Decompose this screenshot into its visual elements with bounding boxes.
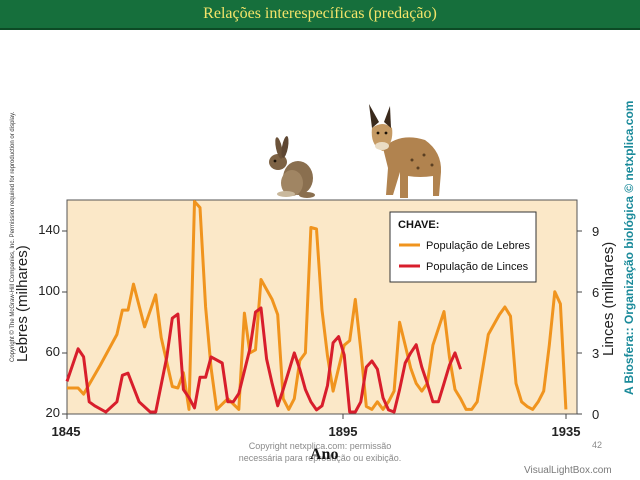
title-bar: Relações interespecíficas (predação) (0, 0, 640, 30)
x-axis-label: Ano (310, 446, 339, 463)
y-tick-right-0: 0 (592, 407, 599, 422)
y-tick-left-60: 60 (46, 344, 60, 359)
lynx-photo (369, 104, 442, 198)
x-tick-1935: 1935 (552, 424, 581, 439)
y-tick-left-100: 100 (38, 283, 60, 298)
y-tick-right-6: 6 (592, 285, 599, 300)
legend: CHAVE: População de Lebres População de … (389, 211, 537, 283)
hare-photo (269, 136, 315, 198)
watermark: VisualLightBox.com (524, 465, 612, 476)
y-axis-label-right: Linces (milhares) (600, 241, 617, 356)
legend-hares-label: População de Lebres (426, 240, 530, 252)
y-tick-right-3: 3 (592, 346, 599, 361)
copyright-line-2: necessária para reprodução ou exibição. (238, 453, 402, 463)
legend-title: CHAVE: (398, 219, 439, 231)
copyright-line-1: Copyright netxplica.com: permissão (248, 441, 392, 451)
page-number: 42 (592, 440, 603, 450)
y-axis-label-left: Lebres (milhares) (14, 245, 31, 362)
legend-lynx-label: População de Linces (426, 261, 529, 273)
page-title: Relações interespecíficas (predação) (203, 5, 437, 22)
copyright-notice: Copyright netxplica.com: permissão neces… (222, 440, 418, 464)
y-tick-left-140: 140 (38, 222, 60, 237)
x-tick-1895: 1895 (329, 424, 358, 439)
y-tick-left-20: 20 (46, 405, 60, 420)
lynx-series-line (65, 306, 463, 414)
x-tick-1845: 1845 (52, 424, 81, 439)
y-tick-right-9: 9 (592, 224, 599, 239)
